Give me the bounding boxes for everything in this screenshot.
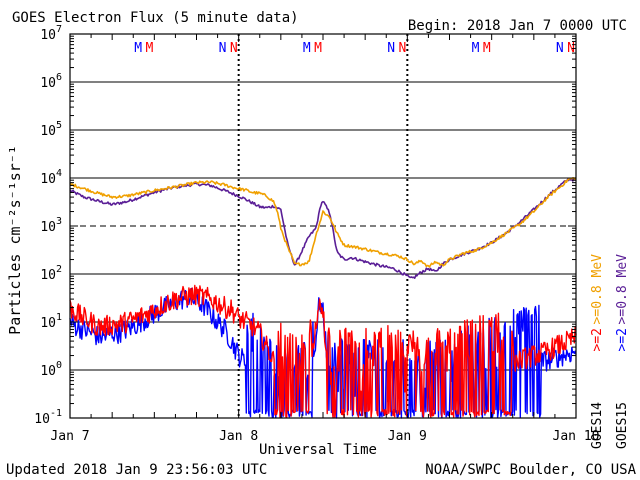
y-tick-label: 103 (40, 216, 62, 235)
local-time-marker-m: M (472, 41, 480, 56)
y-tick-label: 102 (40, 264, 62, 283)
legend: GOES14 GOES15 >=2 >=2 >=0.8 MeV >=0.8 MeV (590, 254, 630, 449)
y-tick-label: 107 (40, 24, 62, 43)
local-time-marker-m: M (303, 41, 311, 56)
legend-goes15-08mev: >=0.8 MeV (615, 254, 630, 325)
series-line-goes14-2-mev (69, 284, 577, 419)
x-tick-label: Jan 9 (388, 429, 427, 444)
y-tick-label: 106 (40, 72, 62, 91)
y-tick-label: 10-1 (34, 408, 62, 427)
local-time-marker-m: M (134, 41, 142, 56)
legend-goes15-2mev: >=2 (615, 328, 630, 351)
legend-goes14-label: GOES14 (590, 402, 605, 449)
chart-title: GOES Electron Flux (5 minute data) (12, 10, 299, 26)
y-tick-label: 104 (40, 168, 62, 187)
tick-labels: 10-1 100 101 102 103 104 105 106 107 Jan 7 Jan 8 Ja… (34, 24, 599, 444)
legend-goes14-2mev: >=2 (590, 328, 605, 351)
local-time-marker-m: M (314, 41, 322, 56)
local-time-marker-n: N (556, 41, 564, 56)
local-time-marker-n: N (567, 41, 575, 56)
legend-goes14-08mev: >=0.8 MeV (590, 254, 605, 325)
local-time-marker-n: N (387, 41, 395, 56)
legend-goes15-label: GOES15 (615, 402, 630, 449)
data-source: NOAA/SWPC Boulder, CO USA (425, 462, 636, 478)
series-line-goes14-0-8-mev (69, 177, 577, 268)
x-tick-label: Jan 7 (50, 429, 89, 444)
begin-time: Begin: 2018 Jan 7 0000 UTC (408, 18, 627, 34)
axes (69, 33, 577, 419)
local-time-marker-n: N (398, 41, 406, 56)
local-time-marker-m: M (145, 41, 153, 56)
series-lines (69, 177, 577, 419)
y-tick-label: 101 (40, 312, 62, 331)
y-axis-label: Particles cm⁻²s⁻¹sr⁻¹ (6, 145, 24, 335)
x-tick-label: Jan 8 (219, 429, 258, 444)
x-axis-label: Universal Time (259, 442, 377, 458)
x-tick-label: Jan 10 (553, 429, 600, 444)
local-time-marker-n: N (219, 41, 227, 56)
local-time-marker-n: N (230, 41, 238, 56)
updated-timestamp: Updated 2018 Jan 9 23:56:03 UTC (6, 462, 267, 478)
y-tick-label: 105 (40, 120, 62, 139)
y-tick-label: 100 (40, 360, 62, 379)
local-time-marker-m: M (483, 41, 491, 56)
